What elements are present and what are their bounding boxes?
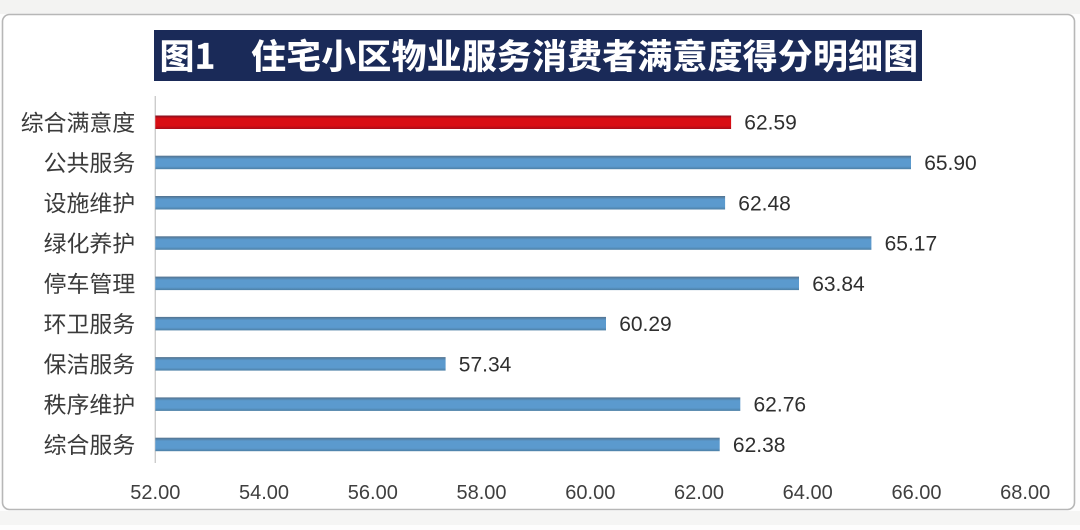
svg-text:65.17: 65.17 [885,233,938,256]
svg-text:56.00: 56.00 [348,482,398,504]
svg-text:65.90: 65.90 [924,152,977,175]
svg-text:52.00: 52.00 [130,482,180,504]
svg-text:63.84: 63.84 [812,273,865,296]
svg-text:62.00: 62.00 [674,482,724,504]
svg-text:60.00: 60.00 [565,482,615,504]
svg-text:58.00: 58.00 [456,482,506,504]
svg-text:62.59: 62.59 [744,112,797,135]
svg-text:54.00: 54.00 [239,482,289,504]
svg-text:62.76: 62.76 [754,394,807,417]
svg-text:66.00: 66.00 [891,482,941,504]
svg-text:62.38: 62.38 [733,434,786,457]
svg-text:62.48: 62.48 [738,192,791,215]
svg-text:60.29: 60.29 [619,313,672,336]
svg-text:64.00: 64.00 [783,482,833,504]
svg-text:68.00: 68.00 [1000,482,1050,504]
svg-text:57.34: 57.34 [459,353,512,376]
